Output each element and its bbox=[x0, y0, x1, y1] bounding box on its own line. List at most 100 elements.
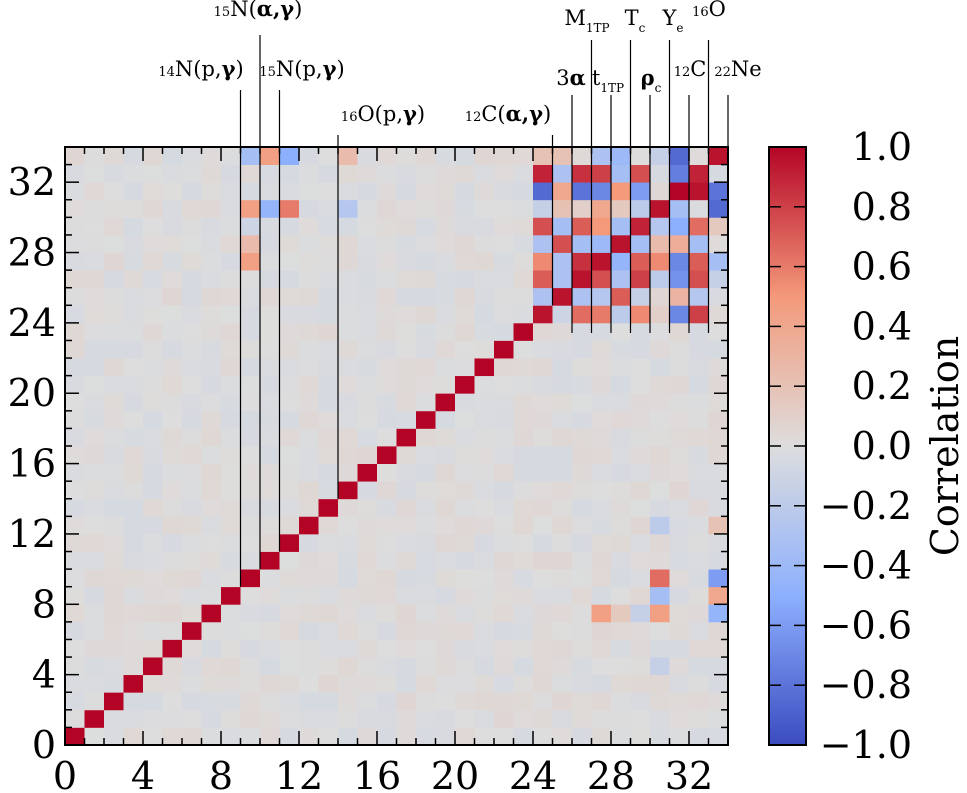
heatmap-cell bbox=[689, 621, 709, 640]
colorbar-tick-label: 0.8 bbox=[852, 185, 912, 229]
heatmap-cell bbox=[533, 621, 553, 640]
heatmap-cell bbox=[650, 393, 670, 412]
heatmap-cell bbox=[143, 234, 163, 253]
heatmap-cell bbox=[572, 463, 592, 482]
heatmap-cell bbox=[143, 639, 163, 658]
heatmap-cell bbox=[182, 604, 202, 623]
heatmap-cell bbox=[689, 199, 709, 218]
heatmap-cell bbox=[474, 322, 495, 341]
heatmap-cell bbox=[299, 621, 319, 640]
heatmap-cell bbox=[435, 164, 456, 183]
heatmap-cell bbox=[689, 410, 709, 429]
heatmap-cell bbox=[221, 270, 241, 289]
heatmap-cell bbox=[299, 498, 319, 517]
heatmap-cell bbox=[182, 657, 202, 676]
heatmap-cell bbox=[474, 621, 495, 640]
heatmap-cell bbox=[182, 270, 202, 289]
heatmap-cell bbox=[474, 692, 495, 711]
heatmap-cell bbox=[84, 358, 105, 377]
heatmap-cell bbox=[396, 657, 417, 676]
heatmap-cell bbox=[240, 147, 261, 165]
heatmap-cell bbox=[416, 604, 436, 623]
heatmap-cell bbox=[513, 533, 534, 552]
heatmap-cell bbox=[650, 305, 670, 324]
heatmap-cell bbox=[611, 727, 631, 746]
x-tick-label: 24 bbox=[509, 754, 557, 793]
heatmap-cell bbox=[650, 182, 670, 201]
heatmap-cell bbox=[513, 270, 534, 289]
heatmap-cell bbox=[611, 270, 631, 289]
heatmap-cell bbox=[377, 463, 397, 482]
heatmap-cell bbox=[279, 709, 300, 728]
heatmap-cell bbox=[260, 727, 280, 746]
heatmap-cell bbox=[416, 551, 436, 570]
heatmap-cell bbox=[513, 322, 534, 341]
heatmap-cell bbox=[552, 463, 573, 482]
heatmap-cell bbox=[318, 481, 339, 500]
heatmap-cell bbox=[84, 692, 105, 711]
heatmap-cell bbox=[221, 446, 241, 464]
heatmap-cell bbox=[552, 322, 573, 341]
heatmap-cell bbox=[65, 182, 85, 201]
heatmap-cell bbox=[494, 270, 514, 289]
heatmap-cell bbox=[669, 551, 690, 570]
heatmap-cell bbox=[396, 340, 417, 359]
heatmap-cell bbox=[474, 498, 495, 517]
heatmap-cell bbox=[494, 322, 514, 341]
annotation-label: ρc bbox=[641, 65, 662, 95]
heatmap-cell bbox=[611, 481, 631, 500]
heatmap-cell bbox=[630, 147, 651, 165]
heatmap-cell bbox=[357, 463, 378, 482]
heatmap-cell bbox=[299, 252, 319, 271]
heatmap-cell bbox=[552, 516, 573, 535]
heatmap-cell bbox=[357, 199, 378, 218]
heatmap-cell bbox=[552, 428, 573, 447]
heatmap-cell bbox=[279, 586, 300, 605]
axis-ticks bbox=[64, 146, 729, 746]
heatmap-cell bbox=[338, 533, 358, 552]
heatmap-cell bbox=[84, 709, 105, 728]
heatmap-cell bbox=[162, 270, 183, 289]
heatmap-cell bbox=[494, 217, 514, 236]
heatmap-cell bbox=[65, 358, 85, 377]
y-tick-label: 16 bbox=[8, 442, 56, 486]
heatmap-cell bbox=[396, 639, 417, 658]
heatmap-cell bbox=[533, 586, 553, 605]
heatmap-cell bbox=[591, 410, 612, 429]
heatmap-cell bbox=[104, 217, 124, 236]
heatmap-cell bbox=[494, 393, 514, 412]
heatmap-cell bbox=[65, 393, 85, 412]
heatmap-cell bbox=[513, 727, 534, 746]
heatmap-cell bbox=[279, 287, 300, 306]
heatmap-cell bbox=[396, 674, 417, 693]
heatmap-cell bbox=[689, 217, 709, 236]
heatmap-cell bbox=[260, 322, 280, 341]
heatmap-cell bbox=[416, 428, 436, 447]
heatmap-cell bbox=[396, 498, 417, 517]
heatmap-cell bbox=[435, 375, 456, 394]
heatmap-cell bbox=[630, 463, 651, 482]
heatmap-cell bbox=[669, 287, 690, 306]
heatmap-cell bbox=[123, 287, 144, 306]
heatmap-cell bbox=[416, 358, 436, 377]
heatmap-cell bbox=[708, 305, 729, 324]
heatmap-cell bbox=[357, 287, 378, 306]
heatmap-cell bbox=[455, 498, 475, 517]
heatmap-cell bbox=[552, 410, 573, 429]
heatmap-cell bbox=[357, 252, 378, 271]
heatmap-cell bbox=[318, 639, 339, 658]
heatmap-cell bbox=[104, 727, 124, 746]
heatmap-cell bbox=[416, 375, 436, 394]
heatmap-cell bbox=[669, 217, 690, 236]
heatmap-cell bbox=[377, 586, 397, 605]
heatmap-cell bbox=[669, 674, 690, 693]
heatmap-cell bbox=[435, 217, 456, 236]
heatmap-cell bbox=[123, 621, 144, 640]
heatmap-cell bbox=[630, 305, 651, 324]
heatmap-cell bbox=[474, 393, 495, 412]
heatmap-cell bbox=[299, 657, 319, 676]
heatmap-cell bbox=[533, 446, 553, 464]
heatmap-cell bbox=[318, 270, 339, 289]
heatmap-cell bbox=[474, 252, 495, 271]
